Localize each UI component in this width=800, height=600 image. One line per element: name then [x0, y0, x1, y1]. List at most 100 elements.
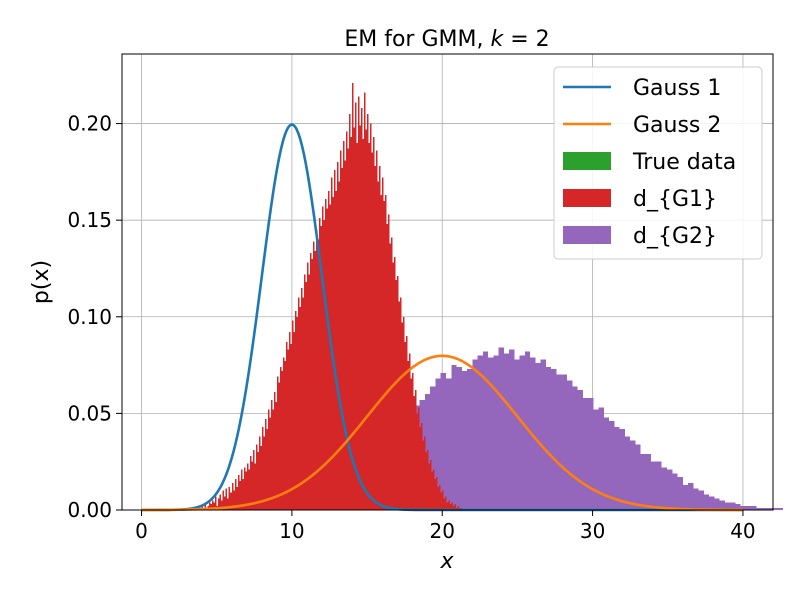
histogram-bar: [430, 386, 436, 510]
histogram-bars: [201, 82, 783, 511]
histogram-bar: [383, 200, 386, 510]
histogram-bar: [218, 498, 220, 510]
histogram-bar: [493, 355, 499, 510]
histogram-bar: [294, 310, 297, 510]
histogram-bar: [421, 423, 423, 510]
histogram-bar: [519, 355, 525, 510]
histogram-bar: [349, 113, 351, 510]
histogram-bar: [281, 370, 283, 510]
histogram-bar: [577, 390, 583, 510]
histogram-bar: [645, 453, 652, 510]
histogram-bar: [261, 426, 264, 510]
histogram-bar: [386, 224, 389, 510]
histogram-bar: [266, 428, 268, 510]
histogram-bar: [243, 467, 246, 510]
histogram-bar: [400, 297, 402, 510]
histogram-bar: [567, 380, 573, 510]
histogram-bar: [317, 239, 319, 511]
histogram-bar: [398, 301, 401, 510]
histogram-bar: [442, 490, 444, 510]
histogram-bar: [299, 307, 301, 510]
histogram-bar: [556, 374, 562, 510]
histogram-bar: [251, 461, 253, 510]
legend-label: d_{G2}: [633, 224, 717, 249]
histogram-bar: [688, 482, 694, 510]
x-tick-label: 0: [135, 519, 148, 543]
histogram-bar: [210, 504, 213, 510]
histogram-bar: [234, 479, 237, 510]
histogram-bar: [635, 444, 641, 510]
histogram-bar: [379, 166, 381, 510]
histogram-bar: [488, 357, 494, 510]
histogram-bar: [314, 251, 316, 510]
histogram-bar: [440, 372, 446, 510]
histogram-bar: [593, 409, 599, 510]
x-axis-ticks: 0 10 20 30 40: [135, 510, 756, 543]
histogram-bar: [756, 508, 762, 510]
histogram-bar: [714, 498, 720, 510]
histogram-bar: [452, 506, 455, 510]
curve-gauss-2: [141, 354, 744, 512]
histogram-bar: [433, 469, 435, 510]
histogram-bar: [391, 237, 393, 510]
histogram-bar: [719, 500, 725, 510]
histogram-bar: [296, 316, 298, 510]
histogram-bar: [382, 177, 384, 510]
histogram-bar: [551, 368, 557, 510]
plot-frame: [121, 53, 774, 511]
histogram-bar: [703, 494, 710, 510]
histogram-bar: [377, 181, 380, 510]
histogram-bar: [215, 496, 217, 510]
histogram-bar: [371, 152, 374, 511]
histogram-bar: [404, 341, 407, 510]
histogram-bar: [472, 359, 478, 510]
y-axis-label: p(x): [29, 260, 54, 304]
histogram-bar: [582, 397, 589, 510]
histogram-bar: [225, 488, 228, 510]
histogram-bar: [766, 508, 773, 510]
legend-swatch: [563, 152, 611, 170]
histogram-bar: [454, 504, 456, 510]
histogram-bar: [561, 374, 568, 510]
histogram-bar: [290, 343, 292, 510]
histogram-bar: [276, 376, 279, 510]
histogram-bar: [740, 506, 746, 510]
histogram-bar: [249, 455, 252, 510]
histogram-bar: [267, 409, 270, 510]
histogram-bar: [272, 409, 274, 510]
histogram-bar: [335, 191, 337, 510]
histogram-bar: [373, 137, 375, 510]
histogram-bar: [448, 500, 450, 510]
histogram-bar: [572, 386, 578, 510]
histogram-bar: [437, 486, 440, 510]
histogram-bar: [344, 160, 347, 510]
histogram-bar: [254, 463, 256, 510]
histogram-bar: [327, 191, 330, 510]
histogram-bar: [352, 82, 354, 511]
histogram-bar: [346, 131, 348, 510]
histogram-bar: [498, 347, 504, 510]
histogram-bar: [477, 355, 483, 510]
histogram-bar: [456, 367, 462, 510]
histogram-bar: [258, 436, 261, 510]
histogram-bar: [231, 482, 234, 510]
histogram-bar: [397, 276, 399, 510]
histogram-bar: [287, 349, 289, 510]
histogram-bar: [434, 479, 437, 510]
histogram-bar: [270, 399, 273, 510]
histogram-bar: [436, 477, 438, 510]
legend-box: [553, 66, 763, 260]
histogram-bar: [656, 461, 662, 510]
histogram-bar: [413, 396, 416, 510]
histogram-bar: [237, 475, 240, 510]
histogram-bar: [302, 297, 304, 510]
histogram-bar: [630, 440, 636, 510]
y-tick-label: 0.20: [67, 112, 112, 136]
histogram-bar: [257, 452, 259, 510]
histogram-bar: [212, 500, 214, 510]
histogram-bar: [303, 274, 306, 510]
histogram-bar: [439, 484, 441, 510]
histogram-bar: [724, 502, 731, 510]
histogram-bar: [358, 96, 360, 510]
histogram-bar: [430, 459, 432, 510]
